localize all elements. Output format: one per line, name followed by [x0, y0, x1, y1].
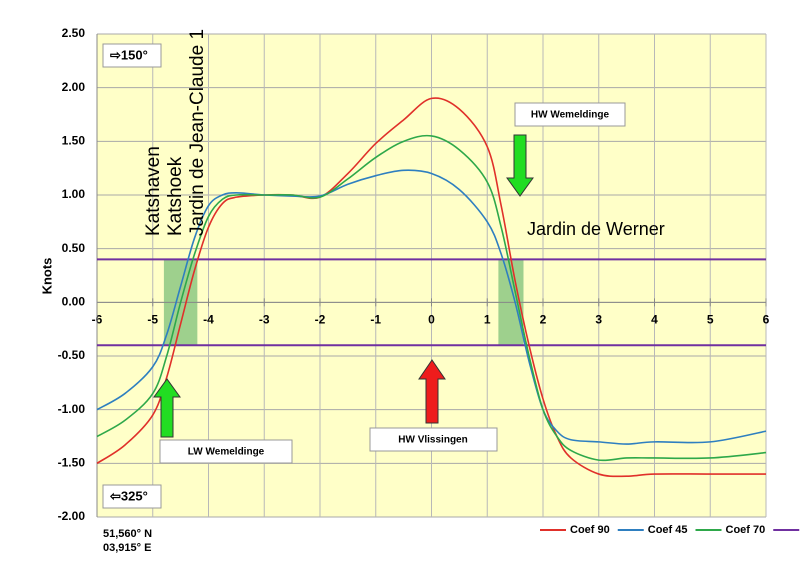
legend-label: Coef 90 — [570, 524, 610, 536]
label-box — [102, 484, 162, 509]
x-tick-label: 4 — [651, 313, 658, 327]
x-tick-label: -1 — [370, 313, 381, 327]
label-box — [514, 102, 626, 127]
y-tick-label: -1.00 — [58, 402, 86, 416]
arrow — [506, 134, 534, 197]
x-tick-label: 6 — [763, 313, 770, 327]
x-tick-label: 0 — [428, 313, 435, 327]
annotation: ⇦325° — [109, 488, 148, 503]
y-tick-label: -2.00 — [58, 509, 86, 523]
y-tick-label: 1.50 — [62, 134, 86, 148]
x-tick-label: 1 — [484, 313, 491, 327]
x-tick-label: -4 — [203, 313, 214, 327]
label-box — [369, 427, 498, 452]
y-axis-label: Knots — [39, 258, 54, 295]
x-tick-label: 5 — [707, 313, 714, 327]
x-tick-label: -3 — [259, 313, 270, 327]
series-line — [96, 169, 767, 445]
series-line — [96, 97, 766, 478]
annotation: LW Wemeldinge — [188, 447, 265, 458]
annotation: Katshoek — [165, 156, 186, 236]
annotation: Jardin de Jean-Claude 1 — [187, 29, 208, 236]
y-tick-label: 2.50 — [62, 26, 86, 40]
label-box — [159, 439, 293, 464]
arrow — [418, 359, 446, 424]
annotation: Jardin de Werner — [527, 219, 665, 239]
annotation: HW Vlissingen — [398, 435, 467, 446]
series-line — [96, 134, 767, 462]
legend-label: Coef 70 — [726, 524, 766, 536]
arrow — [153, 378, 181, 438]
x-tick-label: -5 — [147, 313, 158, 327]
annotation: 03,915° E — [103, 542, 151, 554]
y-tick-label: 2.00 — [62, 80, 86, 94]
label-box — [102, 43, 162, 68]
y-tick-label: 0.00 — [62, 295, 86, 309]
y-tick-label: -0.50 — [58, 348, 86, 362]
y-tick-label: -1.50 — [58, 456, 86, 470]
x-tick-label: 2 — [540, 313, 547, 327]
y-tick-label: 1.00 — [62, 187, 86, 201]
legend-label: Coef 45 — [648, 524, 688, 536]
annotation: Katshaven — [143, 146, 164, 236]
annotation: HW Wemeldinge — [531, 110, 610, 121]
annotation: 51,560° N — [103, 528, 152, 540]
x-tick-label: 3 — [595, 313, 602, 327]
annotation: ⇨150° — [110, 47, 148, 62]
y-tick-label: 0.50 — [62, 241, 86, 255]
x-tick-label: -2 — [315, 313, 326, 327]
annotations: ⇨150° ⇦325° Katshaven Katshoek Jardin de… — [39, 29, 664, 554]
